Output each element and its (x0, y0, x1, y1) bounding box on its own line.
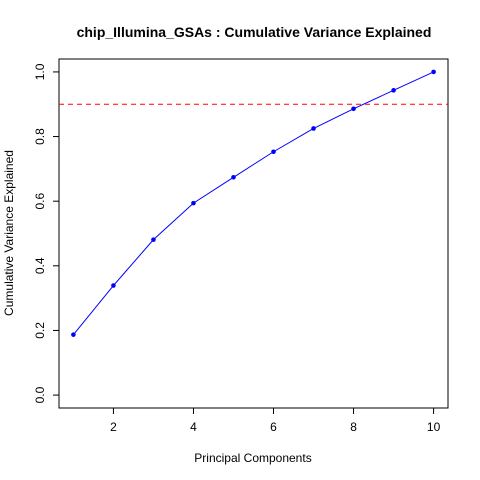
data-point (311, 126, 316, 131)
data-point (231, 174, 236, 180)
data-point (391, 88, 396, 93)
data-point (151, 237, 156, 242)
data-point (111, 283, 116, 288)
x-tick-label: 4 (190, 420, 197, 434)
y-tick-label: 0.2 (33, 322, 47, 339)
x-axis-label: Principal Components (194, 451, 311, 465)
y-axis: 0.0 0.2 0.4 0.6 0.8 1.0 (33, 63, 59, 403)
x-axis: 2 4 6 8 10 (110, 408, 441, 434)
series-line (73, 71, 434, 335)
x-tick-label: 8 (350, 420, 357, 434)
x-tick-label: 6 (270, 420, 277, 434)
y-axis-label: Cumulative Variance Explained (2, 150, 16, 316)
data-point (351, 106, 356, 112)
x-tick-label: 2 (110, 420, 117, 434)
y-tick-label: 0.0 (33, 386, 47, 403)
y-tick-label: 0.4 (33, 257, 47, 274)
data-point (431, 69, 436, 75)
data-point (271, 149, 276, 155)
y-tick-label: 0.6 (33, 193, 47, 210)
x-tick-label: 10 (427, 420, 441, 434)
data-point (191, 200, 196, 206)
chart-title: chip_Illumina_GSAs : Cumulative Variance… (77, 24, 432, 40)
data-point (71, 332, 76, 337)
series-layer (71, 69, 436, 337)
y-tick-label: 0.8 (33, 128, 47, 145)
plot-frame (58, 58, 449, 409)
y-tick-label: 1.0 (33, 63, 47, 80)
